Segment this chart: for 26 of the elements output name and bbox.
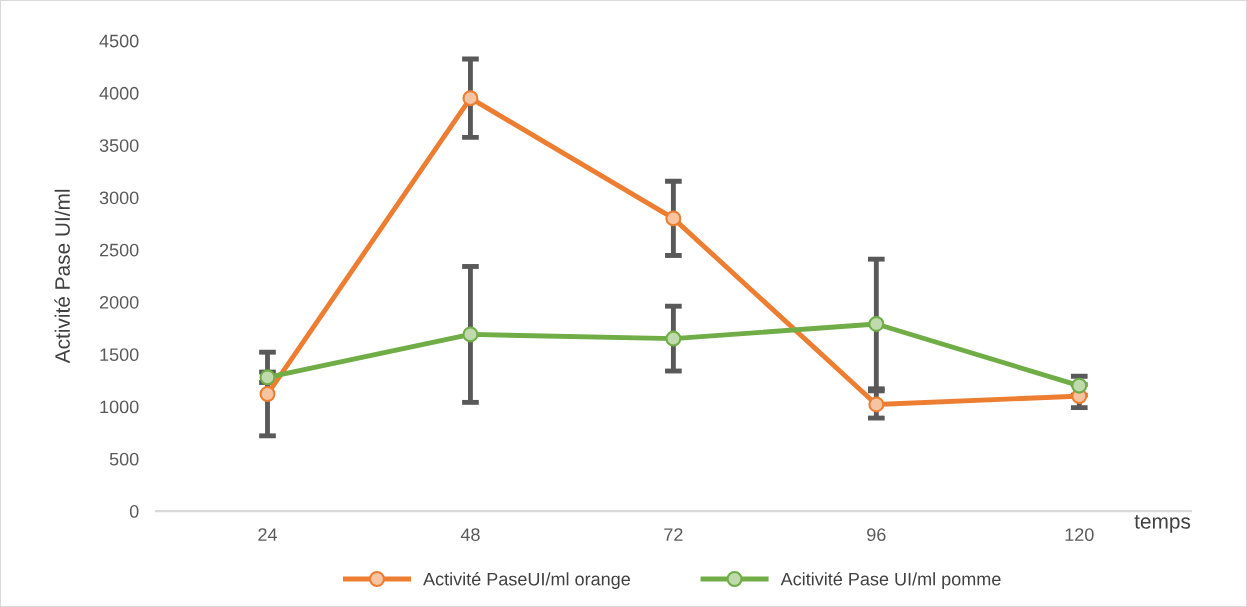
y-tick-label: 4000 bbox=[99, 86, 139, 100]
x-axis-title: temps bbox=[1134, 515, 1191, 533]
x-tick-label: 24 bbox=[258, 528, 278, 541]
point bbox=[868, 396, 885, 413]
legend-label: Acitivité Pase UI/ml pomme bbox=[780, 572, 1001, 590]
y-tick-label: 1000 bbox=[100, 400, 139, 414]
point bbox=[665, 210, 682, 227]
y-tick-label: 0 bbox=[129, 505, 139, 518]
y-tick-label: 500 bbox=[109, 452, 139, 466]
y-tick-label: 3500 bbox=[99, 139, 139, 152]
legend-label: Activité PaseUI/ml orange bbox=[423, 572, 630, 590]
point bbox=[462, 326, 479, 343]
point bbox=[462, 90, 479, 107]
x-tick-label: 96 bbox=[867, 528, 886, 542]
y-tick-label: 2500 bbox=[99, 243, 139, 257]
y-tick-label: 4500 bbox=[99, 34, 139, 48]
y-tick-label: 2000 bbox=[99, 295, 139, 309]
y-tick-label: 1500 bbox=[100, 348, 139, 362]
point bbox=[868, 315, 885, 332]
point bbox=[665, 330, 682, 347]
point bbox=[259, 386, 276, 402]
x-tick-label: 48 bbox=[460, 528, 480, 542]
y-axis-title: Activité Pase UI/ml bbox=[54, 189, 70, 364]
y-tick-label: 3000 bbox=[99, 191, 139, 205]
x-tick-label: 72 bbox=[664, 528, 683, 541]
x-tick-label: 120 bbox=[1065, 528, 1094, 542]
